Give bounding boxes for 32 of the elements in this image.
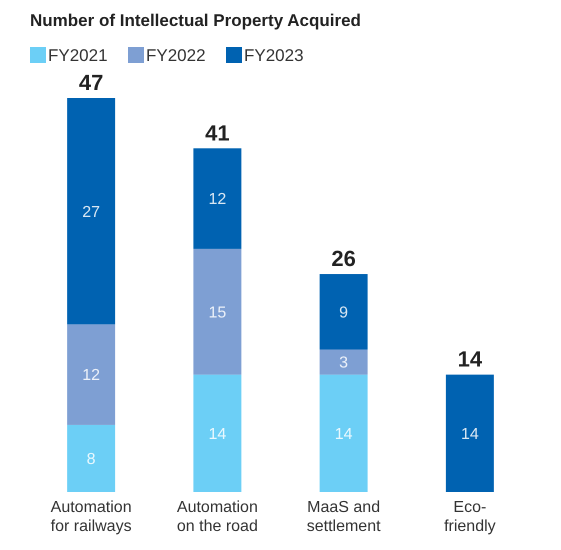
legend-label: FY2021 — [48, 46, 108, 65]
bar — [193, 248, 242, 375]
data-label: 27 — [82, 204, 100, 221]
bar — [446, 374, 494, 492]
bar — [67, 324, 116, 425]
data-label: 14 — [334, 426, 353, 443]
bar — [320, 274, 368, 350]
data-label: 12 — [82, 367, 100, 384]
data-label: 12 — [208, 191, 226, 208]
bar — [193, 148, 242, 249]
data-label: 9 — [339, 304, 348, 322]
total-label: 14 — [458, 346, 483, 372]
bar — [320, 349, 368, 375]
chart-title: Number of Intellectual Property Acquired — [30, 11, 361, 30]
data-label: 14 — [460, 426, 479, 443]
data-label: 15 — [208, 304, 226, 322]
legend-label: FY2023 — [244, 46, 304, 65]
bar — [193, 374, 242, 492]
x-tick-label: Automation on the road — [176, 499, 258, 535]
bar — [67, 424, 116, 492]
x-tick-label: MaaS and settlement — [306, 499, 382, 535]
total-label: 26 — [331, 246, 356, 272]
data-label: 3 — [339, 354, 348, 372]
bar — [320, 374, 368, 492]
x-tick-label: Automation for railways — [50, 499, 132, 535]
data-label: 8 — [86, 451, 96, 468]
x-tick-label: Eco-friendly — [444, 499, 496, 535]
total-label: 47 — [78, 70, 104, 95]
bar — [67, 98, 116, 324]
data-label: 14 — [208, 426, 226, 443]
legend-label: FY2022 — [146, 46, 206, 65]
total-label: 41 — [205, 120, 230, 146]
